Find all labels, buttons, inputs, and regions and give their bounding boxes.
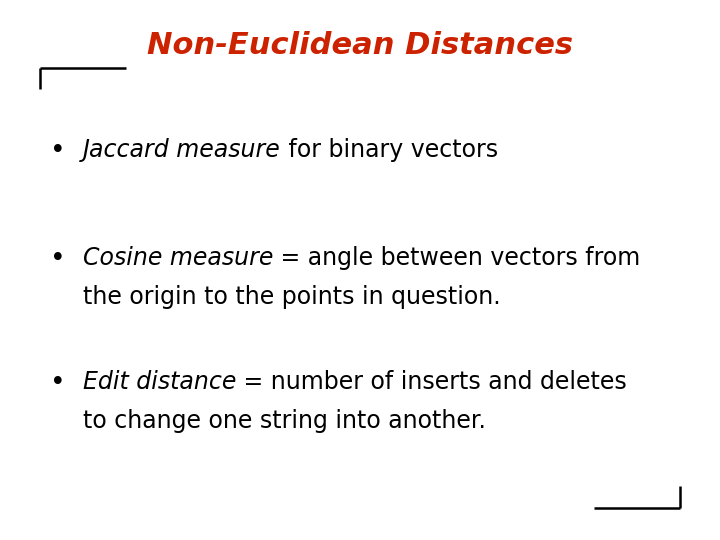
Text: •: • xyxy=(50,370,66,396)
Text: = angle between vectors from: = angle between vectors from xyxy=(273,246,640,269)
Text: •: • xyxy=(50,246,66,272)
Text: Non-Euclidean Distances: Non-Euclidean Distances xyxy=(147,31,573,60)
Text: for binary vectors: for binary vectors xyxy=(281,138,498,161)
Text: Edit distance: Edit distance xyxy=(83,370,236,394)
Text: = number of inserts and deletes: = number of inserts and deletes xyxy=(236,370,627,394)
Text: to change one string into another.: to change one string into another. xyxy=(83,409,486,433)
Text: Jaccard measure: Jaccard measure xyxy=(83,138,281,161)
Text: Cosine measure: Cosine measure xyxy=(83,246,273,269)
Text: •: • xyxy=(50,138,66,164)
Text: the origin to the points in question.: the origin to the points in question. xyxy=(83,285,500,308)
